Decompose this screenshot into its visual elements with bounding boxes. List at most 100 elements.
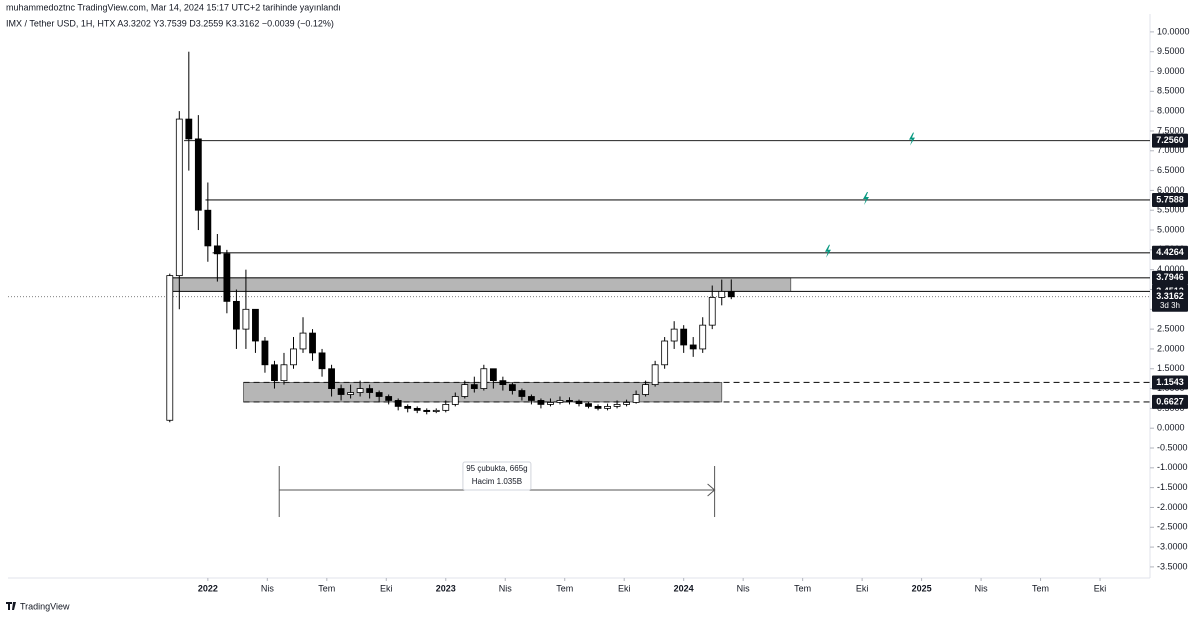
alert-icon bbox=[825, 244, 831, 258]
level-label-box bbox=[1152, 192, 1188, 207]
y-tick-label: 9.5000 bbox=[1157, 46, 1185, 56]
level-label-box bbox=[1152, 394, 1188, 409]
measure-text: Hacim 1.035B bbox=[472, 477, 522, 486]
last-price-box bbox=[1152, 289, 1188, 312]
candle-body bbox=[594, 405, 602, 409]
candle-body bbox=[661, 340, 669, 366]
level-label-box bbox=[1152, 375, 1188, 390]
brand: TradingView bbox=[20, 601, 70, 611]
candle-body bbox=[556, 400, 564, 403]
x-tick-label: Nis bbox=[499, 583, 512, 593]
level-label: 4.4264 bbox=[1156, 247, 1184, 257]
candle-body bbox=[347, 392, 355, 395]
x-tick-label: Tem bbox=[556, 583, 573, 593]
candle-body bbox=[470, 384, 478, 389]
x-tick-label: Eki bbox=[618, 583, 631, 593]
y-tick-label: -2.5000 bbox=[1157, 522, 1188, 532]
y-tick-label: 6.0000 bbox=[1157, 185, 1185, 195]
candle-body bbox=[670, 328, 678, 342]
candle-body bbox=[366, 388, 374, 393]
candle-body bbox=[585, 403, 592, 407]
candle-body bbox=[385, 396, 393, 401]
candle-body bbox=[432, 409, 440, 412]
candle-body bbox=[223, 253, 231, 302]
y-tick-label: -1.5000 bbox=[1157, 482, 1188, 492]
x-tick-label: 2023 bbox=[436, 583, 456, 593]
y-tick-label: 8.0000 bbox=[1157, 106, 1185, 116]
measure-text: 95 çubukta, 665g bbox=[466, 464, 527, 473]
y-tick-label: 2.5000 bbox=[1157, 323, 1185, 333]
candle-body bbox=[309, 332, 316, 354]
measure-box bbox=[462, 461, 532, 491]
candle-body bbox=[451, 396, 459, 405]
candle-body bbox=[328, 368, 335, 389]
candle-body bbox=[689, 344, 697, 350]
y-tick-label: 8.5000 bbox=[1157, 86, 1185, 96]
y-tick-label: 4.0000 bbox=[1157, 264, 1185, 274]
y-tick-label: -3.0000 bbox=[1157, 541, 1188, 551]
candle-body bbox=[518, 390, 526, 397]
level-label: 7.2560 bbox=[1156, 135, 1184, 145]
candle-body bbox=[337, 388, 345, 395]
candle-body bbox=[290, 348, 297, 366]
y-tick-label: -2.0000 bbox=[1157, 502, 1188, 512]
candle-body bbox=[299, 332, 307, 350]
candle-body bbox=[680, 328, 688, 346]
candle-body bbox=[575, 400, 583, 405]
y-tick-label: 1.5000 bbox=[1157, 363, 1185, 373]
y-tick-label: -3.5000 bbox=[1157, 561, 1188, 571]
last-price-label: 3.3162 bbox=[1156, 291, 1184, 301]
candle-body bbox=[194, 138, 202, 211]
candle-body bbox=[508, 384, 516, 391]
y-tick-label: 9.0000 bbox=[1157, 66, 1185, 76]
y-tick-label: -1.0000 bbox=[1157, 462, 1188, 472]
candle-body bbox=[604, 405, 611, 409]
x-tick-label: 2022 bbox=[198, 583, 218, 593]
x-tick-label: Tem bbox=[318, 583, 335, 593]
candle-body bbox=[461, 384, 469, 397]
candle-body bbox=[413, 407, 421, 411]
publisher: muhammedoztnc TradingView.com, Mar 14, 2… bbox=[6, 2, 341, 12]
y-tick-label: 10.0000 bbox=[1157, 26, 1190, 36]
level-label-box bbox=[1152, 270, 1188, 285]
candle-body bbox=[642, 384, 650, 395]
x-tick-label: Eki bbox=[1094, 583, 1107, 593]
level-label-box bbox=[1152, 245, 1188, 260]
candle-body bbox=[232, 300, 240, 330]
candle-body bbox=[175, 118, 183, 277]
level-label: 0.6627 bbox=[1156, 396, 1184, 406]
candle-body bbox=[566, 400, 573, 402]
candle-body bbox=[699, 324, 707, 350]
candle-body bbox=[423, 409, 431, 412]
candle-body bbox=[442, 404, 450, 411]
x-tick-label: Nis bbox=[737, 583, 750, 593]
x-tick-label: Nis bbox=[975, 583, 988, 593]
candle-body bbox=[613, 404, 621, 407]
y-tick-label: 0.0000 bbox=[1157, 423, 1185, 433]
candle-body bbox=[499, 380, 507, 386]
logo bbox=[6, 602, 16, 610]
candle-body bbox=[356, 388, 364, 393]
candle-body bbox=[651, 364, 659, 386]
countdown: 3d 3h bbox=[1160, 301, 1180, 310]
candle-body bbox=[213, 245, 221, 255]
candle-body bbox=[708, 297, 716, 326]
x-tick-label: Tem bbox=[794, 583, 811, 593]
y-tick-label: 7.5000 bbox=[1157, 125, 1185, 135]
zone bbox=[167, 277, 792, 292]
level-label: 1.1543 bbox=[1156, 377, 1184, 387]
candle-body bbox=[718, 291, 726, 298]
y-tick-label: -0.5000 bbox=[1157, 442, 1188, 452]
candle-body bbox=[528, 396, 535, 401]
candle-body bbox=[375, 392, 383, 397]
y-tick-label: 7.0000 bbox=[1157, 145, 1185, 155]
y-tick-label: 2.0000 bbox=[1157, 343, 1185, 353]
level-label: 3.7946 bbox=[1156, 272, 1184, 282]
candle-body bbox=[318, 352, 326, 370]
candle-body bbox=[632, 394, 640, 403]
candle-body bbox=[623, 402, 630, 405]
candle-body bbox=[185, 118, 193, 140]
alert-icon bbox=[863, 191, 869, 205]
candle-body bbox=[271, 364, 278, 382]
